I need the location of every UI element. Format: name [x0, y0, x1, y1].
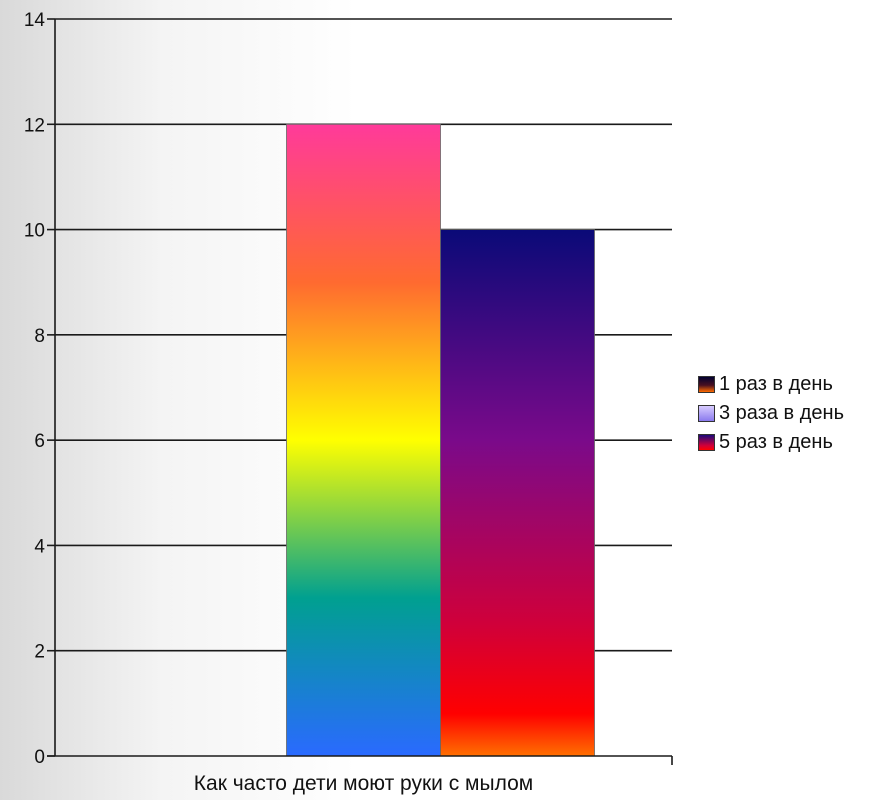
bar: [440, 229, 595, 757]
axes: [47, 18, 673, 765]
y-tick-label: 8: [34, 326, 45, 347]
y-tick-label: 4: [34, 536, 45, 557]
y-tick-label: 14: [24, 10, 46, 31]
legend-label: 5 раз в день: [719, 431, 833, 453]
y-tick-label: 6: [34, 431, 45, 452]
y-tick-label: 10: [24, 221, 45, 242]
legend-swatch: [698, 434, 715, 451]
bars: [286, 123, 595, 757]
y-tick-label: 0: [34, 747, 45, 768]
y-tick-label: 12: [24, 115, 45, 136]
legend: 1 раз в день 3 раза в день 5 раз в день: [698, 370, 844, 457]
legend-item: 1 раз в день: [698, 370, 844, 399]
legend-swatch: [698, 376, 715, 393]
y-tick-label: 2: [34, 642, 45, 663]
x-category-label: Как часто дети моют руки с мылом: [194, 772, 533, 795]
legend-item: 3 раза в день: [698, 399, 844, 428]
legend-label: 1 раз в день: [719, 373, 833, 395]
tick-labels: 0 2 4 6 8 10 12 14 Как часто дети моют руки с мы…: [24, 10, 533, 795]
legend-item: 5 раз в день: [698, 428, 844, 457]
bar: [286, 123, 441, 757]
legend-label: 3 раза в день: [719, 402, 844, 424]
legend-swatch: [698, 405, 715, 422]
